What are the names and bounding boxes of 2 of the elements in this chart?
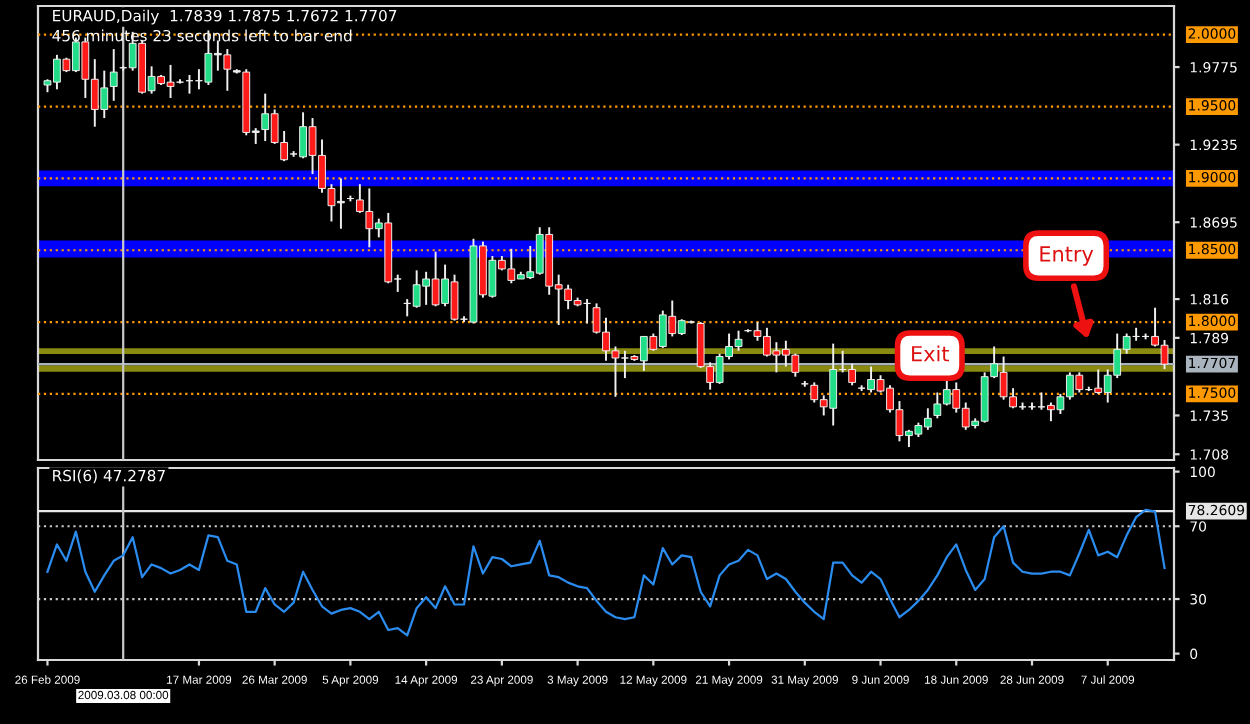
annotation: Exit <box>912 345 949 362</box>
annotation: Entry <box>1040 246 1094 266</box>
